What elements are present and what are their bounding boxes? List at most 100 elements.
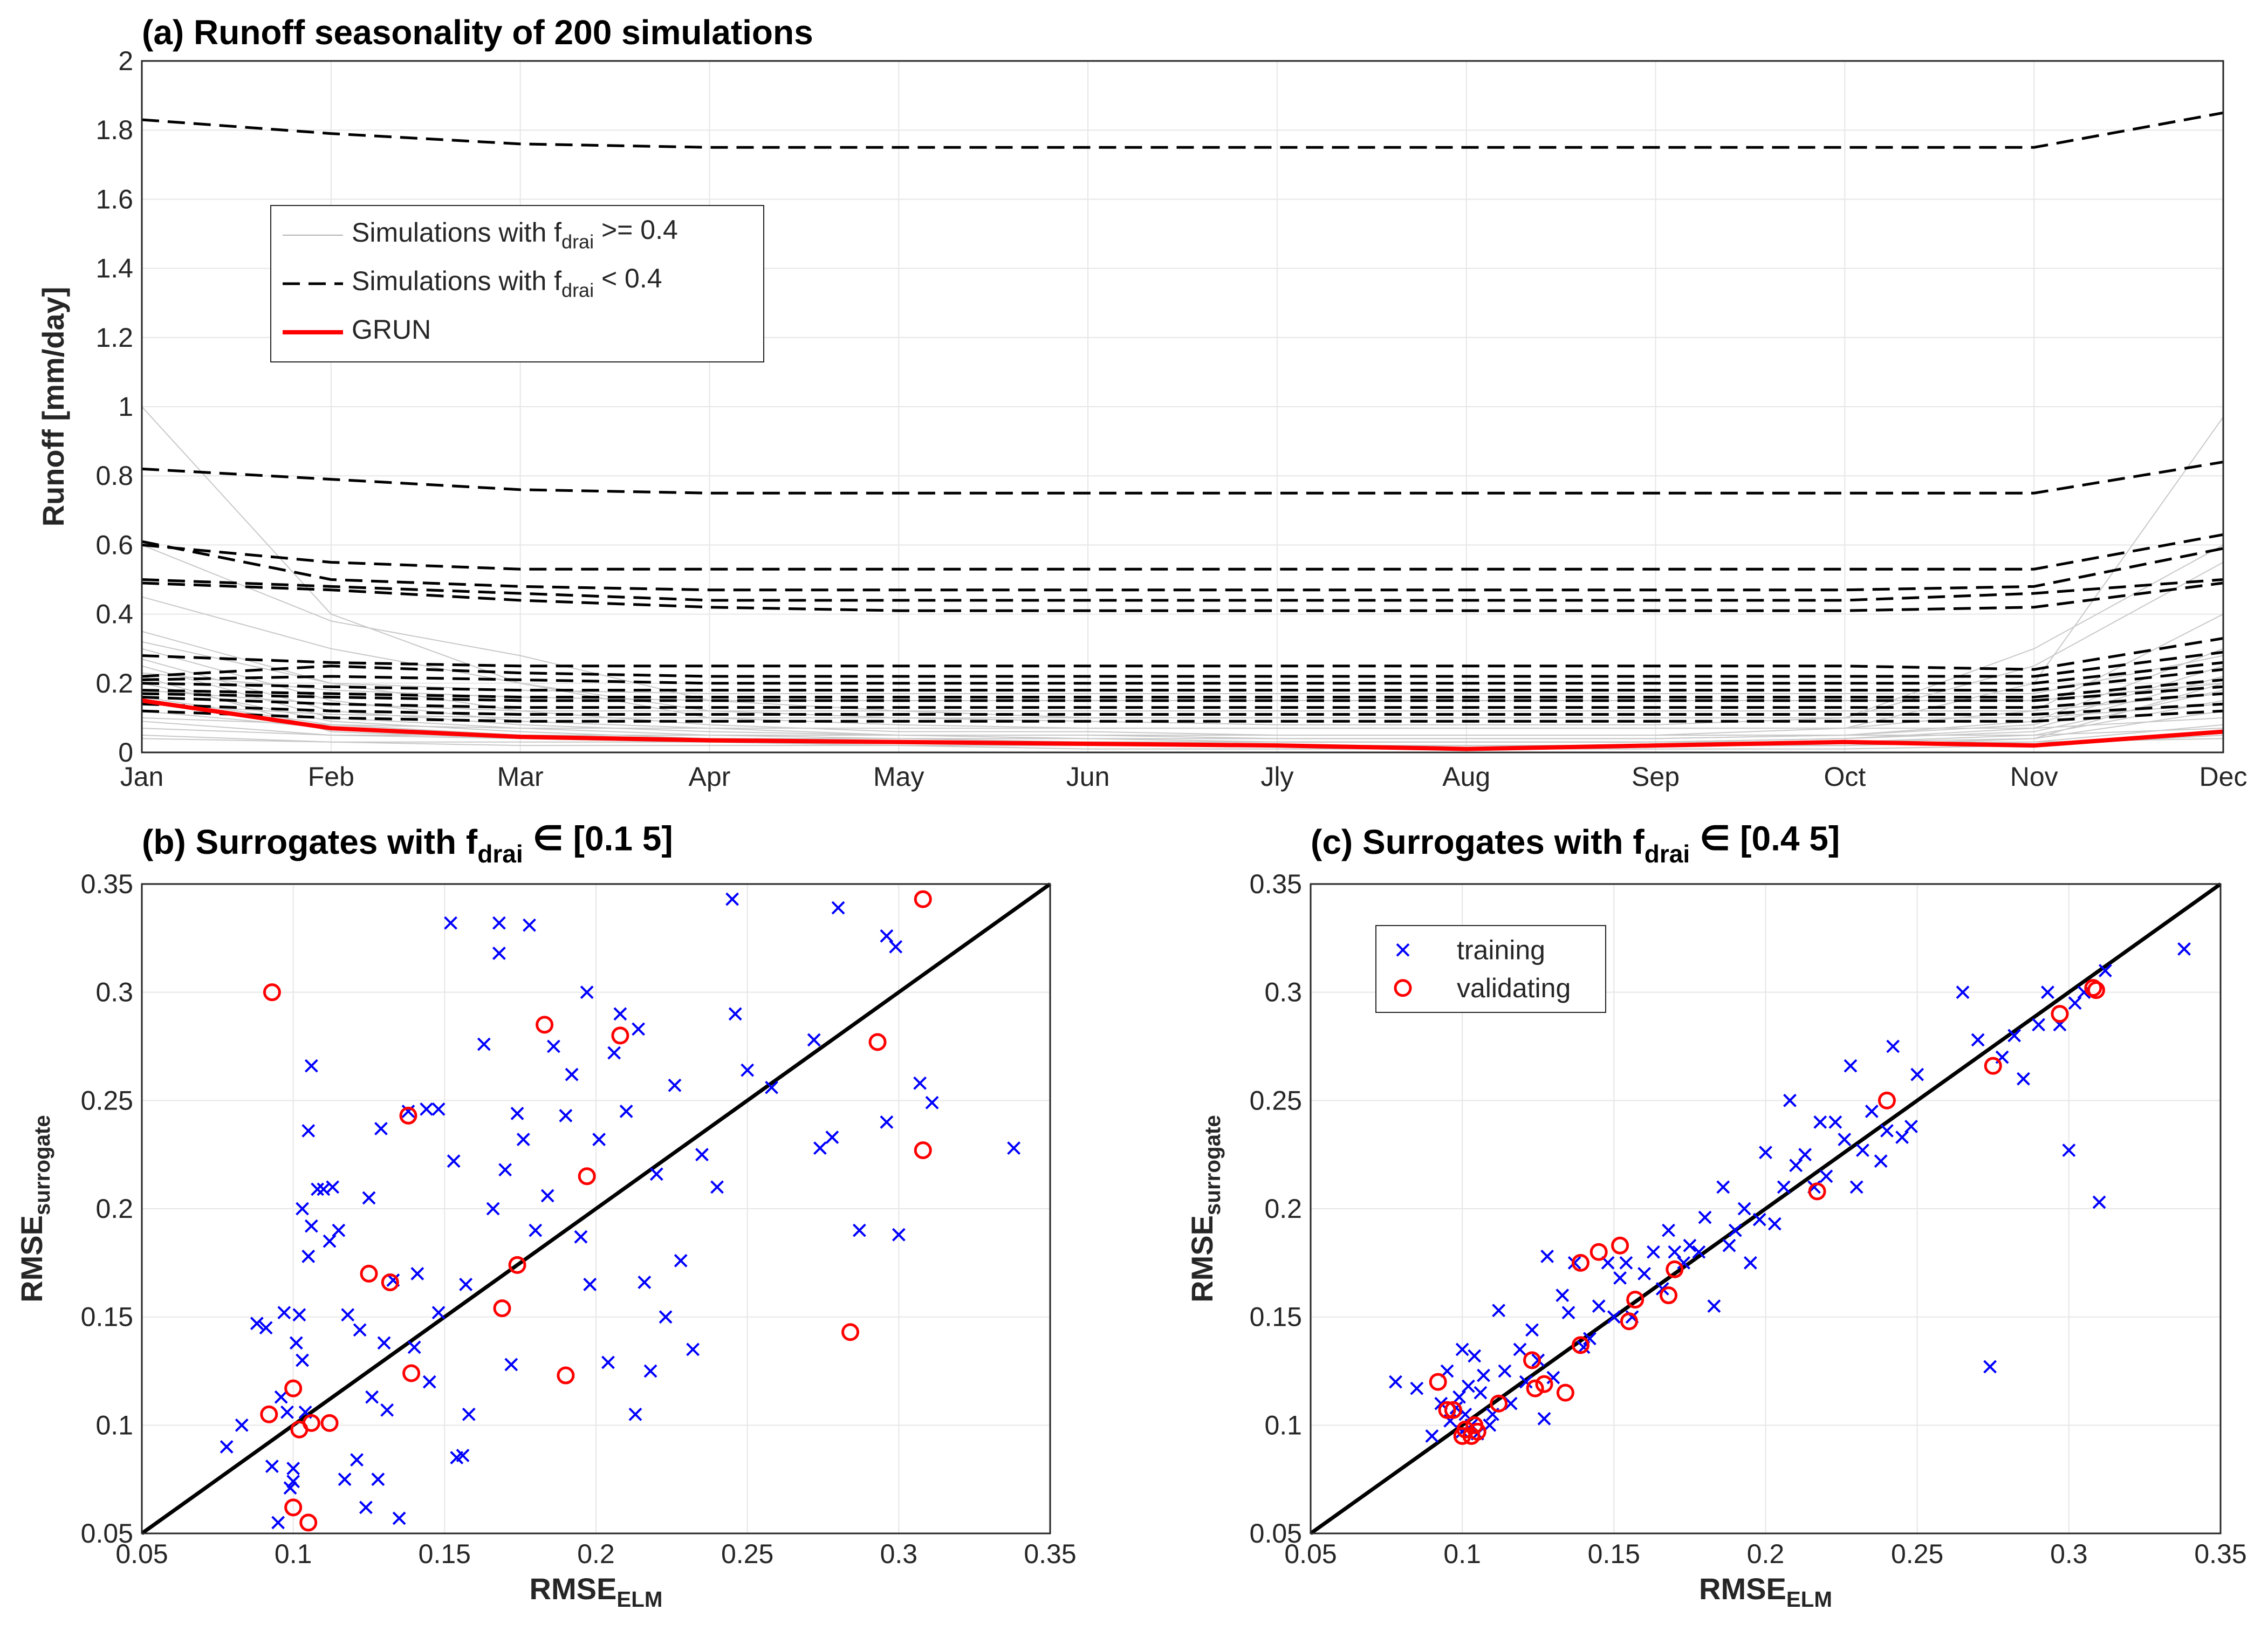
- series-line: [141, 540, 2224, 592]
- marker-x: [1619, 1256, 1633, 1270]
- marker-x: [546, 1039, 560, 1053]
- marker-o: [1556, 1383, 1574, 1402]
- text-part: RMSE: [1699, 1572, 1786, 1606]
- y-tick-label: 1.4: [95, 254, 133, 284]
- marker-x: [380, 1403, 394, 1417]
- marker-x: [516, 1133, 530, 1146]
- marker-o: [1611, 1236, 1629, 1255]
- marker-x: [592, 1133, 606, 1146]
- subscript: surrogate: [30, 1115, 54, 1215]
- marker-x: [1546, 1371, 1560, 1385]
- marker-x: [350, 1453, 364, 1467]
- marker-x: [477, 1037, 491, 1051]
- marker-x: [504, 1358, 518, 1372]
- marker-x: [1759, 1146, 1772, 1160]
- marker-o: [402, 1364, 421, 1382]
- x-axis-label: RMSEELM: [530, 1572, 663, 1612]
- legend-label: GRUN: [352, 314, 431, 345]
- x-tick-label: 0.05: [1284, 1539, 1337, 1569]
- chart-title: (b) Surrogates with fdrai ∈ [0.1 5]: [142, 819, 673, 868]
- marker-x: [1886, 1039, 1900, 1053]
- marker-x: [2041, 985, 2054, 999]
- marker-o: [1984, 1057, 2002, 1075]
- marker-o: [868, 1033, 887, 1051]
- marker-x: [523, 918, 536, 932]
- marker-x: [283, 1481, 297, 1495]
- marker-x: [725, 892, 739, 906]
- marker-x: [1783, 1093, 1797, 1107]
- y-tick-label: 0.25: [81, 1085, 133, 1115]
- marker-x: [659, 1310, 673, 1324]
- y-tick-label: 0.2: [1264, 1194, 1302, 1224]
- x-tick-label: 0.25: [721, 1539, 773, 1569]
- series-line: [141, 717, 2224, 729]
- marker-x: [825, 1131, 839, 1144]
- marker-x: [1849, 1180, 1863, 1194]
- series-line: [141, 689, 2224, 712]
- marker-x: [1425, 1429, 1439, 1443]
- y-tick-label: 0: [118, 737, 133, 768]
- series-line: [141, 461, 2224, 495]
- y-tick-label: 0.3: [95, 977, 133, 1008]
- marker-x: [304, 1219, 318, 1233]
- marker-x: [674, 1253, 688, 1268]
- marker-x: [638, 1276, 652, 1289]
- subscript: ELM: [616, 1587, 662, 1612]
- marker-x: [1716, 1180, 1730, 1194]
- marker-x: [580, 985, 594, 999]
- marker-x: [220, 1440, 234, 1454]
- y-tick-label: 0.05: [1250, 1518, 1302, 1549]
- series-line: [141, 637, 2224, 671]
- marker-x: [1895, 1131, 1909, 1144]
- marker-x: [710, 1180, 724, 1194]
- marker-x: [1874, 1154, 1888, 1168]
- y-tick-label: 0.2: [95, 668, 133, 698]
- text-part: (b) Surrogates with f: [142, 823, 478, 861]
- marker-x: [1492, 1304, 1506, 1318]
- legend-label: validating: [1457, 973, 1571, 1003]
- marker-o: [1526, 1379, 1544, 1397]
- marker-o: [1571, 1253, 1589, 1272]
- y-tick-label: 1.2: [95, 323, 133, 353]
- marker-x: [359, 1501, 373, 1515]
- marker-o: [1468, 1422, 1486, 1441]
- marker-o: [611, 1026, 629, 1045]
- marker-o: [1535, 1375, 1553, 1393]
- marker-o: [1571, 1336, 1589, 1354]
- marker-x: [1722, 1238, 1736, 1252]
- series-line: [141, 111, 2224, 149]
- axes-frame: [141, 883, 1051, 1534]
- marker-x: [341, 1308, 355, 1322]
- x-tick-label: Apr: [689, 762, 731, 792]
- marker-o: [1444, 1401, 1462, 1419]
- x-tick-label: 0.1: [1443, 1539, 1481, 1569]
- marker-x: [304, 1059, 318, 1073]
- series-line: [141, 578, 2224, 602]
- series-line: [141, 665, 2224, 743]
- axes-frame: [141, 60, 2224, 753]
- marker-x: [250, 1317, 264, 1331]
- marker-x: [1556, 1289, 1570, 1302]
- marker-x: [1498, 1364, 1512, 1378]
- marker-x: [459, 1278, 473, 1291]
- marker-x: [410, 1266, 424, 1280]
- marker-x: [492, 947, 506, 960]
- marker-x: [1692, 1245, 1706, 1259]
- x-tick-label: 0.2: [577, 1539, 615, 1569]
- text-part: ∈ [0.4 5]: [1690, 819, 1840, 858]
- chart-title: (c) Surrogates with fdrai ∈ [0.4 5]: [1311, 819, 1840, 868]
- marker-x: [2032, 1018, 2046, 1032]
- marker-x: [913, 1076, 927, 1090]
- text-part: (c) Surrogates with f: [1311, 823, 1645, 861]
- marker-o: [841, 1323, 860, 1341]
- y-tick-label: 0.35: [1250, 869, 1302, 899]
- y-tick-label: 0.2: [95, 1194, 133, 1224]
- marker-x: [892, 1228, 906, 1242]
- marker-x: [332, 1223, 346, 1237]
- marker-x: [925, 1095, 939, 1109]
- marker-x: [613, 1007, 627, 1021]
- y-tick-label: 0.3: [1264, 977, 1302, 1008]
- marker-x: [1707, 1299, 1721, 1313]
- marker-x: [1582, 1332, 1596, 1346]
- marker-x: [274, 1390, 288, 1404]
